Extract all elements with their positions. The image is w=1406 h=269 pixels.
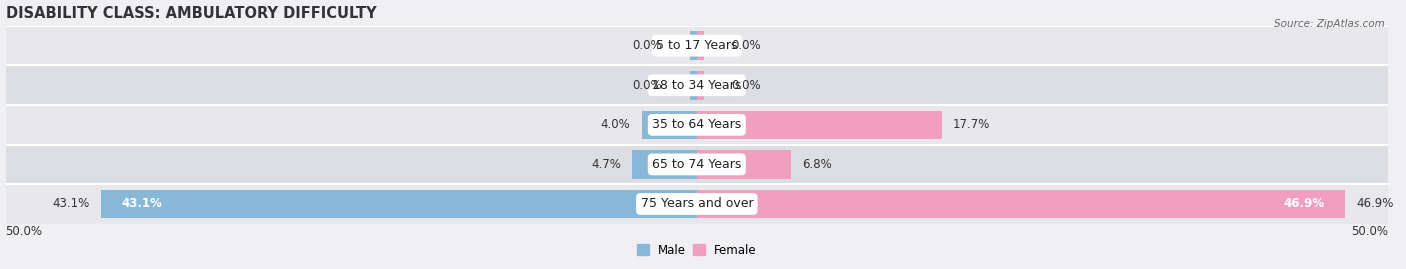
Text: 50.0%: 50.0% xyxy=(1351,225,1388,238)
Bar xyxy=(6,26,1388,65)
Text: 46.9%: 46.9% xyxy=(1357,197,1393,210)
Bar xyxy=(690,31,697,60)
Text: 0.0%: 0.0% xyxy=(633,79,662,92)
Text: 46.9%: 46.9% xyxy=(1284,197,1324,210)
Text: 65 to 74 Years: 65 to 74 Years xyxy=(652,158,741,171)
Text: 4.7%: 4.7% xyxy=(591,158,621,171)
Bar xyxy=(101,190,697,218)
Text: 0.0%: 0.0% xyxy=(731,39,761,52)
Bar xyxy=(697,150,790,179)
Text: DISABILITY CLASS: AMBULATORY DIFFICULTY: DISABILITY CLASS: AMBULATORY DIFFICULTY xyxy=(6,6,377,20)
Bar xyxy=(641,111,697,139)
Bar xyxy=(6,65,1388,105)
Text: 0.0%: 0.0% xyxy=(731,79,761,92)
Text: 75 Years and over: 75 Years and over xyxy=(641,197,754,210)
Bar xyxy=(6,184,1388,224)
Text: Source: ZipAtlas.com: Source: ZipAtlas.com xyxy=(1274,19,1385,29)
Bar xyxy=(631,150,697,179)
Bar xyxy=(690,71,697,100)
Bar xyxy=(6,105,1388,145)
Text: 43.1%: 43.1% xyxy=(122,197,163,210)
Bar xyxy=(697,31,704,60)
Text: 5 to 17 Years: 5 to 17 Years xyxy=(657,39,738,52)
Text: 4.0%: 4.0% xyxy=(600,118,630,131)
Text: 35 to 64 Years: 35 to 64 Years xyxy=(652,118,741,131)
Text: 43.1%: 43.1% xyxy=(52,197,90,210)
Bar xyxy=(697,111,942,139)
Text: 6.8%: 6.8% xyxy=(801,158,832,171)
Text: 18 to 34 Years: 18 to 34 Years xyxy=(652,79,741,92)
Bar xyxy=(6,145,1388,184)
Text: 17.7%: 17.7% xyxy=(953,118,990,131)
Bar xyxy=(697,190,1346,218)
Bar xyxy=(697,71,704,100)
Legend: Male, Female: Male, Female xyxy=(633,239,762,261)
Text: 50.0%: 50.0% xyxy=(6,225,42,238)
Text: 0.0%: 0.0% xyxy=(633,39,662,52)
